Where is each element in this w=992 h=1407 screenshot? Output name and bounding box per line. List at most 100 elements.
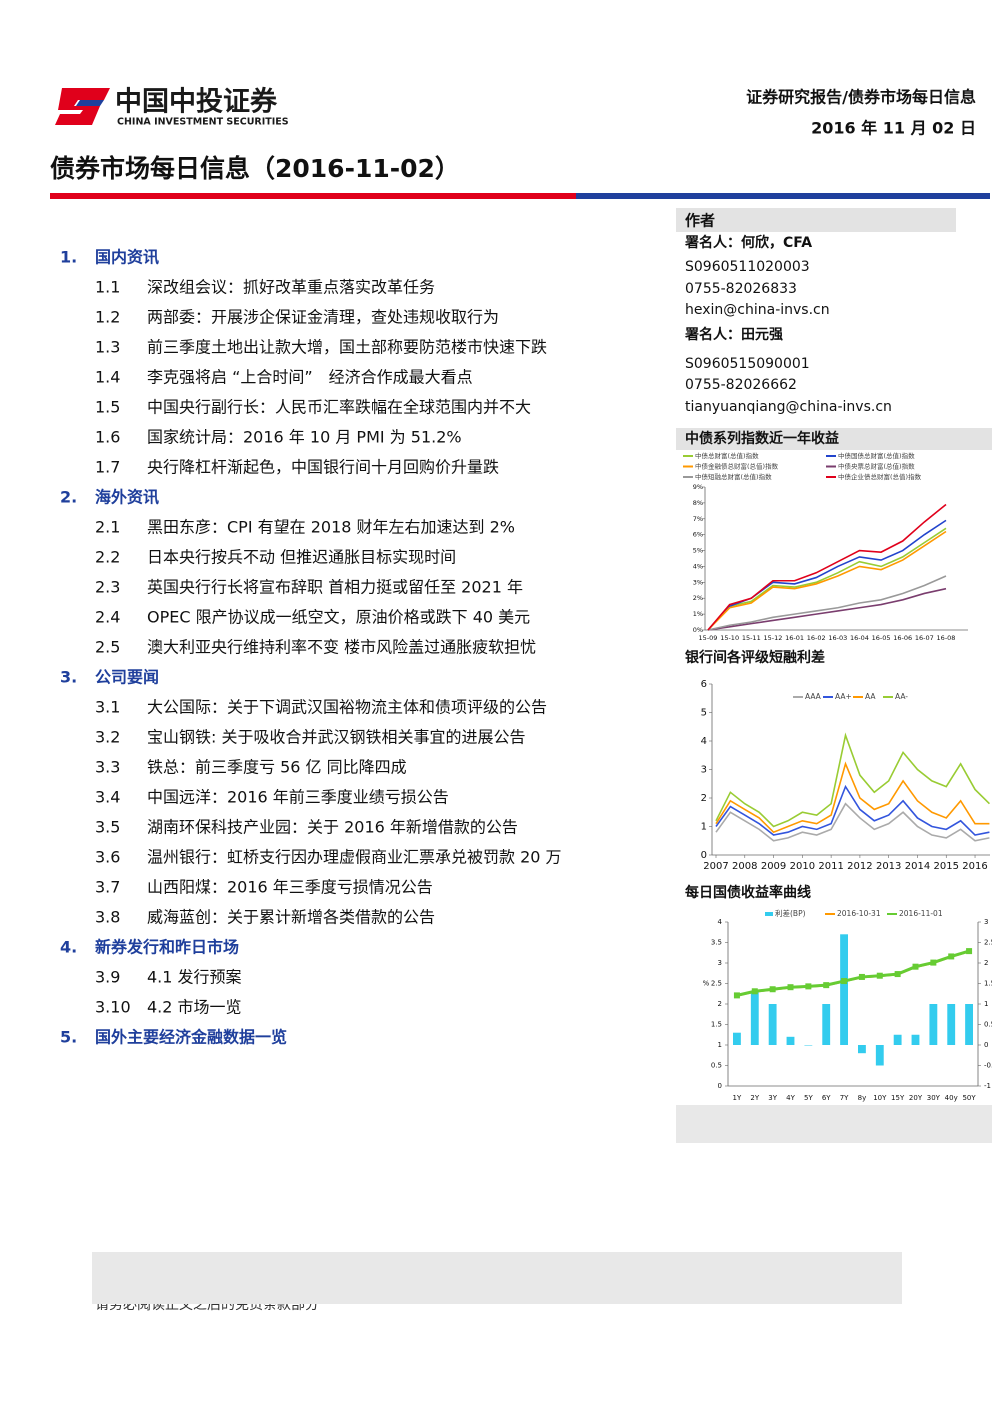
item-num: 1.4	[95, 368, 120, 387]
footer-box	[92, 1252, 902, 1304]
bar	[858, 1045, 866, 1054]
title-rule-blue	[576, 193, 990, 199]
x-tick-label: 30Y	[927, 1094, 941, 1102]
x-tick-label: 20Y	[909, 1094, 923, 1102]
y-tick-label: 0	[701, 850, 707, 861]
point-marker	[966, 948, 973, 955]
series-line	[707, 527, 947, 631]
item-text: 铁总：前三季度亏 56 亿 同比降四成	[147, 758, 407, 777]
report-date: 2016 年 11 月 02 日	[811, 119, 976, 138]
y-tick-label: 3	[701, 765, 707, 776]
point-marker	[912, 963, 919, 970]
x-tick-label: 4Y	[786, 1094, 795, 1102]
y-tick-label: 1	[718, 1041, 722, 1049]
item-num: 3.5	[95, 818, 120, 837]
item-num: 1.5	[95, 398, 120, 417]
legend-label: AA	[865, 692, 876, 701]
series-line	[707, 587, 947, 631]
point-marker	[787, 984, 794, 991]
author-heading: 作者	[685, 212, 715, 230]
y-tick-label: 3	[718, 959, 722, 967]
y-tick-label: 5%	[693, 547, 703, 555]
item-text: 大公国际：关于下调武汉国裕物流主体和债项评级的公告	[147, 698, 547, 717]
bar	[804, 1045, 813, 1046]
point-marker	[769, 986, 776, 993]
y-tick-label: 4	[718, 918, 723, 926]
item-num: 3.3	[95, 758, 120, 777]
logo-red	[55, 88, 110, 125]
bar	[875, 1045, 884, 1066]
x-tick-label: 16-06	[893, 634, 912, 642]
point-marker	[858, 973, 865, 980]
item-text: OPEC 限产协议成一纸空文，原油价格或跌下 40 美元	[147, 608, 530, 627]
item-num: 1.7	[95, 458, 120, 477]
x-tick-label: 6Y	[822, 1094, 831, 1102]
item-num: 3.6	[95, 848, 120, 867]
item-text: 英国央行行长将宣布辞职 首相力挺或留任至 2021 年	[147, 578, 523, 597]
section-num: 2.	[60, 488, 77, 507]
email: tianyuanqiang@china-invs.cn	[685, 399, 892, 415]
y2-tick-label: 0.5	[984, 1021, 992, 1029]
y2-tick-label: 2.5	[984, 939, 992, 947]
x-tick-label: 15-11	[742, 634, 761, 642]
series-line	[715, 784, 990, 836]
bar	[733, 1032, 741, 1045]
y-tick-label: 9%	[693, 483, 703, 491]
x-tick-label: 3Y	[768, 1094, 777, 1102]
bar	[947, 1004, 956, 1045]
legend-label: AA-	[895, 692, 908, 701]
point-marker	[751, 988, 758, 995]
sidebar-foot	[676, 1105, 992, 1143]
y-tick-label: 3%	[693, 578, 703, 586]
x-tick-label: 2011	[818, 861, 843, 872]
item-text: 两部委：开展涉企保证金清理，查处违规收取行为	[147, 308, 499, 327]
x-tick-label: 16-05	[872, 634, 891, 642]
x-tick-label: 16-04	[850, 634, 869, 642]
x-tick-label: 2008	[732, 861, 757, 872]
legend-label: 中债央票总财富(总值)指数	[838, 462, 915, 471]
x-tick-label: 15-09	[699, 634, 718, 642]
x-tick-label: 10Y	[873, 1094, 887, 1102]
x-tick-label: 2007	[703, 861, 728, 872]
item-num: 3.8	[95, 908, 120, 927]
x-tick-label: 50Y	[962, 1094, 976, 1102]
item-text: 日本央行按兵不动 但推迟通胀目标实现时间	[147, 548, 456, 567]
legend-label: 中债总财富(总值)指数	[695, 451, 759, 460]
x-tick-label: 2010	[790, 861, 815, 872]
x-tick-label: 2009	[761, 861, 786, 872]
legend-label: 中债企业债总财富(总值)指数	[838, 472, 922, 481]
item-num: 3.9	[95, 968, 120, 987]
section-title: 海外资讯	[95, 488, 159, 507]
x-tick-label: 15Y	[891, 1094, 905, 1102]
x-tick-label: 16-07	[915, 634, 934, 642]
y-tick-label: 0%	[693, 626, 703, 634]
x-tick-label: 8y	[858, 1094, 867, 1102]
y-tick-label: 6%	[693, 531, 703, 539]
item-text: 4.2 市场一览	[147, 998, 242, 1017]
legend-label: 中债金融债总财富(总值)指数	[695, 462, 779, 471]
y-tick-label: 2	[718, 1000, 722, 1008]
item-num: 1.2	[95, 308, 120, 327]
item-num: 3.2	[95, 728, 120, 747]
chart-title: 每日国债收益率曲线	[685, 884, 811, 901]
section-title: 国内资讯	[95, 248, 159, 267]
item-num: 2.1	[95, 518, 120, 537]
x-tick-label: 5Y	[804, 1094, 813, 1102]
bar	[965, 1004, 973, 1045]
item-text: 李克强将启 “上合时间” 经济合作成最大看点	[147, 368, 473, 387]
cert-number: S0960511020003	[685, 259, 810, 275]
item-text: 央行降杠杆渐起色，中国银行间十月回购价升量跌	[147, 458, 499, 477]
x-tick-label: 16-08	[937, 634, 956, 642]
y-tick-label: 1%	[693, 610, 703, 618]
series-line	[707, 503, 947, 631]
x-tick-label: 2014	[905, 861, 930, 872]
logo	[55, 88, 110, 125]
item-text: 澳大利亚央行维持利率不变 楼市风险盖过通胀疲软担忧	[147, 638, 536, 657]
section-num: 5.	[60, 1028, 77, 1047]
legend-label: 2016-11-01	[899, 909, 943, 918]
x-tick-label: 2Y	[750, 1094, 759, 1102]
bar	[750, 991, 759, 1045]
series-line	[707, 575, 947, 631]
item-num: 2.5	[95, 638, 120, 657]
